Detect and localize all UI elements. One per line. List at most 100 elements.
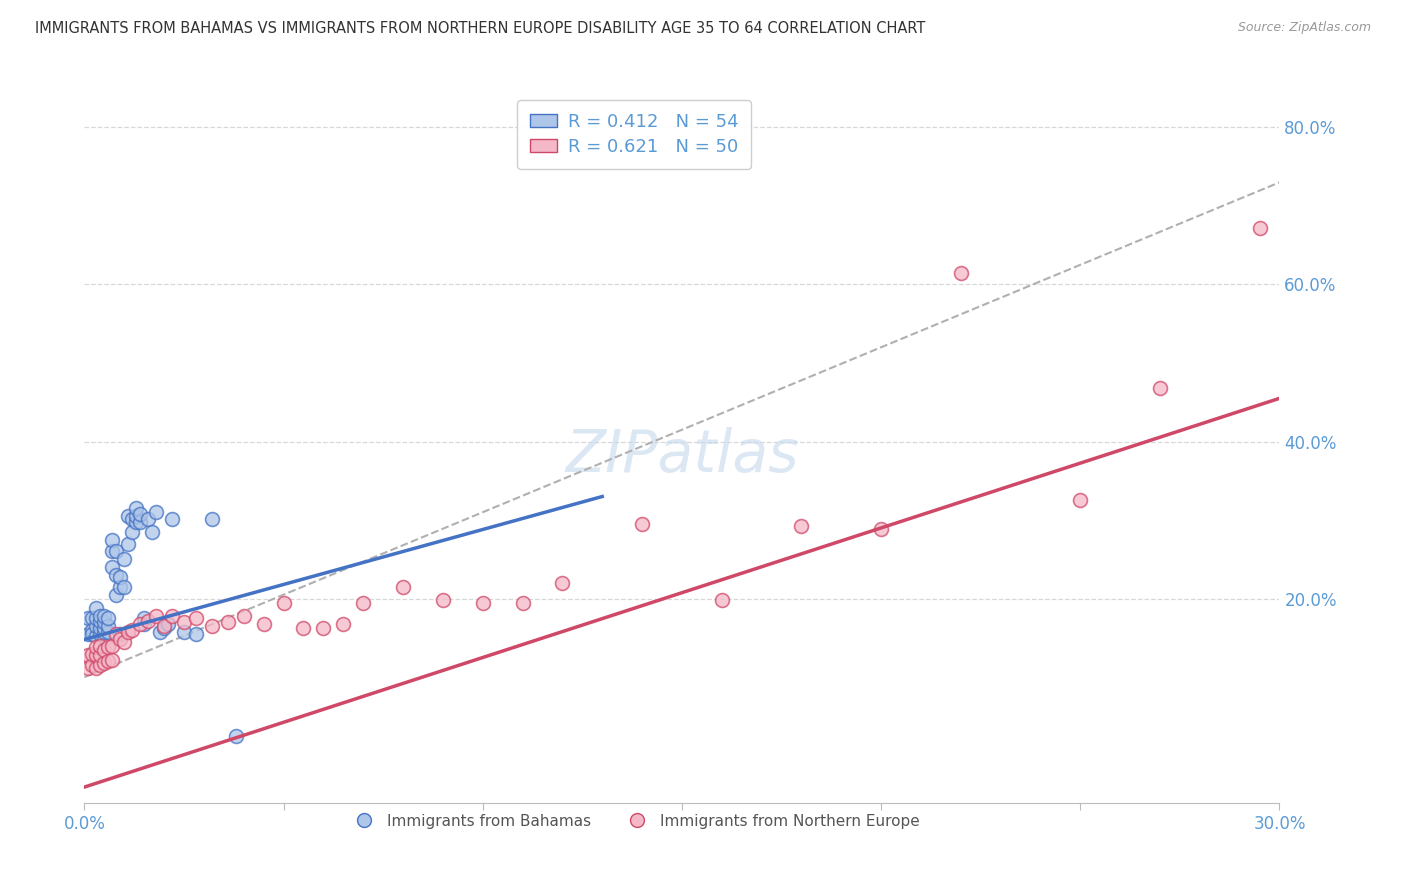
Point (157, 616, 180, 631)
Point (110, 580, 132, 594)
Point (121, 511, 143, 525)
Point (551, 575, 574, 590)
Point (82, 647, 104, 661)
Text: ZIPatlas: ZIPatlas (565, 427, 799, 484)
Point (93, 642, 115, 657)
Point (332, 616, 354, 631)
Point (153, 619, 176, 633)
Point (97, 619, 120, 633)
Point (110, 627, 132, 641)
Point (145, 505, 167, 519)
Point (149, 624, 172, 639)
Point (112, 635, 135, 649)
Point (101, 639, 124, 653)
Point (125, 501, 148, 516)
Point (89, 627, 111, 641)
Point (93, 656, 115, 670)
Point (631, 516, 654, 531)
Point (173, 624, 195, 639)
Legend: Immigrants from Bahamas, Immigrants from Northern Europe: Immigrants from Bahamas, Immigrants from… (343, 807, 925, 835)
Point (105, 568, 128, 582)
Point (101, 560, 124, 574)
Point (86, 629, 108, 643)
Point (184, 611, 207, 625)
Point (89, 608, 111, 623)
Point (173, 615, 195, 630)
Point (160, 608, 183, 623)
Text: IMMIGRANTS FROM BAHAMAS VS IMMIGRANTS FROM NORTHERN EUROPE DISABILITY AGE 35 TO : IMMIGRANTS FROM BAHAMAS VS IMMIGRANTS FR… (35, 21, 925, 36)
Point (160, 511, 183, 525)
Point (86, 661, 108, 675)
Point (129, 515, 152, 529)
Point (86, 619, 108, 633)
Point (89, 639, 111, 653)
Point (121, 524, 143, 539)
Point (153, 622, 176, 636)
Point (77, 611, 100, 625)
Point (112, 580, 135, 594)
Point (110, 632, 132, 647)
Point (125, 509, 148, 524)
Point (97, 611, 120, 625)
Point (97, 655, 120, 669)
Point (129, 616, 152, 631)
Point (93, 622, 115, 636)
Point (253, 616, 276, 631)
Point (1149, 381, 1171, 395)
Point (82, 611, 104, 625)
Point (132, 611, 156, 625)
Point (870, 523, 893, 537)
Point (392, 580, 415, 594)
Point (136, 511, 159, 525)
Point (89, 648, 111, 662)
Point (97, 624, 120, 639)
Point (86, 611, 108, 625)
Point (82, 623, 104, 637)
Point (89, 622, 111, 636)
Point (101, 533, 124, 547)
Point (184, 627, 207, 641)
Point (273, 595, 295, 609)
Point (471, 595, 494, 609)
Point (82, 627, 104, 641)
Point (93, 632, 115, 647)
Point (217, 615, 239, 630)
Point (201, 619, 224, 633)
Point (710, 593, 733, 607)
Point (82, 658, 104, 673)
Point (201, 511, 224, 525)
Point (125, 515, 148, 529)
Point (512, 595, 534, 609)
Point (136, 614, 159, 628)
Point (89, 658, 111, 673)
Point (225, 729, 247, 743)
Point (101, 544, 124, 558)
Point (132, 616, 156, 631)
Point (105, 544, 128, 558)
Point (432, 593, 454, 607)
Point (93, 608, 115, 623)
Point (117, 624, 139, 639)
Point (112, 552, 135, 566)
Point (141, 524, 163, 539)
Point (1069, 493, 1091, 508)
Point (121, 623, 143, 637)
Point (145, 608, 167, 623)
Point (129, 507, 152, 521)
Point (105, 627, 128, 641)
Point (117, 536, 139, 550)
Point (101, 653, 124, 667)
Point (93, 615, 115, 630)
Point (1249, 221, 1271, 235)
Point (312, 622, 335, 636)
Point (117, 509, 139, 524)
Point (93, 624, 115, 639)
Point (949, 266, 972, 280)
Point (97, 640, 120, 655)
Point (89, 614, 111, 628)
Point (86, 601, 108, 615)
Point (105, 588, 128, 602)
Point (292, 622, 315, 636)
Point (232, 608, 254, 623)
Point (77, 648, 100, 662)
